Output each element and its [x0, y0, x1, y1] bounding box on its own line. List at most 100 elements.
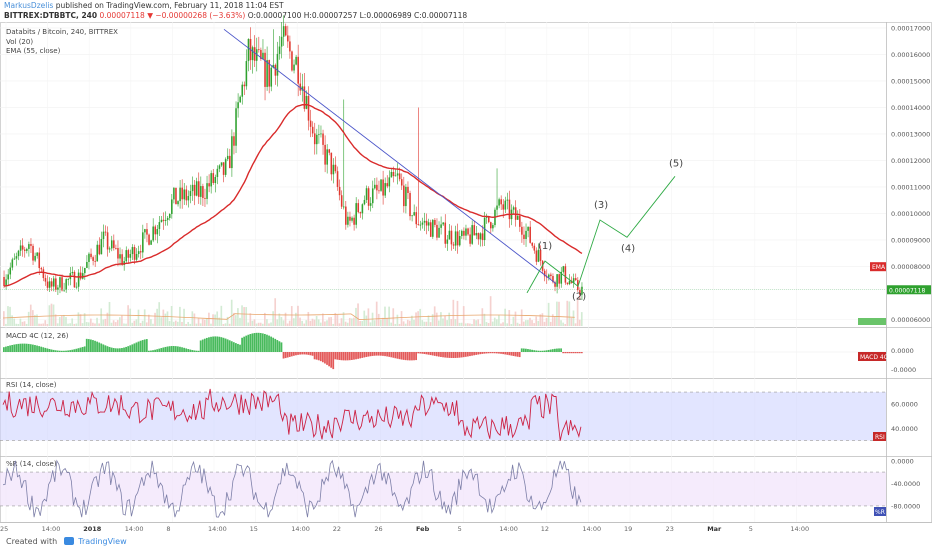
- candle-body: [233, 136, 235, 146]
- candle-body: [237, 102, 239, 109]
- macd-bar: [411, 352, 413, 361]
- candle-body: [378, 190, 380, 192]
- candle-body: [572, 278, 575, 283]
- candle-body: [84, 267, 86, 274]
- volume-bar: [131, 322, 134, 326]
- macd-bar: [92, 340, 94, 352]
- candle-body: [506, 199, 509, 201]
- candle-body: [52, 278, 55, 287]
- volume-bar: [197, 318, 200, 326]
- candle-body: [307, 95, 310, 121]
- macd-bar: [373, 352, 376, 356]
- macd-bar: [522, 348, 525, 352]
- volume-bar: [529, 317, 531, 326]
- macd-bar: [423, 352, 426, 355]
- volume-bar: [259, 322, 262, 326]
- author-link[interactable]: MarkusDzelis: [4, 1, 54, 10]
- macd-bar: [79, 347, 82, 352]
- volume-bar: [199, 323, 202, 326]
- macd-bar: [305, 352, 308, 355]
- volume-bar: [232, 312, 235, 326]
- macd-bar: [328, 352, 330, 367]
- price-tick-label: 0.00006000: [891, 316, 930, 324]
- candle-body: [104, 231, 107, 233]
- candle-body: [369, 203, 372, 206]
- volume-bar: [425, 321, 428, 326]
- volume-bar: [336, 314, 339, 326]
- volume-bar: [400, 311, 403, 326]
- macd-bar: [69, 350, 72, 352]
- candle-body: [113, 240, 115, 249]
- candle-body: [181, 187, 183, 200]
- macd-bar: [278, 341, 281, 352]
- volume-bar: [191, 311, 194, 326]
- macd-bar: [580, 352, 583, 354]
- candle-body: [255, 49, 258, 61]
- volume-bar: [139, 322, 142, 326]
- candle-body: [359, 212, 362, 214]
- candle-body: [384, 183, 386, 196]
- candle-body: [355, 203, 357, 225]
- candle-body: [142, 232, 144, 253]
- volume-bar: [116, 320, 119, 326]
- candle-body: [436, 224, 438, 238]
- candle-body: [535, 250, 538, 262]
- volume-bar: [537, 320, 540, 326]
- volume-bar: [404, 323, 407, 326]
- macd-bar: [158, 348, 161, 352]
- candle-body: [454, 231, 457, 246]
- candle-body: [461, 230, 463, 237]
- volume-bar: [363, 310, 366, 326]
- time-tick-label: 5: [749, 525, 753, 533]
- volume-bar: [475, 320, 477, 326]
- volume-bar: [87, 322, 90, 326]
- volume-bar: [185, 323, 187, 326]
- volume-bar: [36, 314, 38, 326]
- volume-bar: [40, 323, 42, 326]
- time-tick-label: 14:00: [790, 525, 809, 533]
- volume-bar: [270, 322, 272, 326]
- volume-bar: [464, 323, 467, 326]
- candle-body: [423, 220, 426, 223]
- candle-body: [386, 183, 389, 187]
- macd-bar: [100, 343, 103, 352]
- macd-bar: [237, 343, 239, 352]
- volume-bar: [148, 314, 150, 326]
- volume-bar: [278, 313, 281, 326]
- candle-body: [413, 212, 415, 216]
- volume-bar: [257, 322, 260, 326]
- macd-bar: [7, 346, 9, 352]
- macd-bar: [409, 352, 411, 361]
- candle-body: [487, 216, 490, 223]
- rsi-tag: [873, 432, 886, 441]
- macd-bar: [572, 352, 575, 354]
- footer-brand[interactable]: TradingView: [78, 537, 127, 546]
- candle-body: [21, 245, 24, 250]
- candle-body: [61, 277, 63, 291]
- candle-body: [340, 195, 343, 207]
- volume-bar: [406, 319, 409, 326]
- macd-bar: [131, 344, 134, 352]
- candle-body: [382, 179, 384, 196]
- volume-bar: [471, 323, 473, 326]
- ema-tag: [870, 262, 886, 272]
- candle-body: [7, 274, 9, 280]
- price-tick-label: 0.00008000: [891, 263, 930, 271]
- volume-bar: [90, 318, 92, 326]
- macd-bar: [32, 344, 34, 352]
- candle-body: [440, 224, 442, 228]
- candle-body: [40, 268, 43, 270]
- volume-bar: [359, 321, 361, 326]
- candle-body: [357, 203, 360, 213]
- footer-created: Created with: [6, 537, 58, 546]
- ema-line: [3, 103, 583, 287]
- macd-bar: [355, 352, 357, 360]
- macd-bar: [42, 347, 45, 352]
- macd-bar: [15, 344, 18, 352]
- volume-bar: [19, 318, 22, 326]
- macd-bar: [332, 352, 335, 370]
- candle-body: [562, 266, 565, 272]
- macd-bar: [11, 344, 14, 352]
- candle-body: [243, 84, 246, 87]
